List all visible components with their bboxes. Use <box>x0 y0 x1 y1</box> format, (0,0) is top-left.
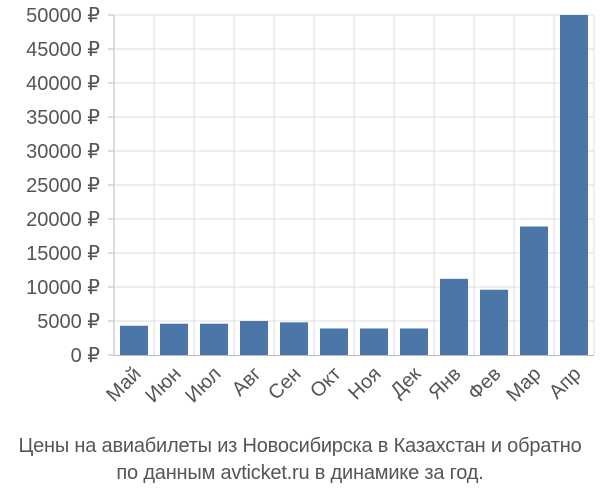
bar-5 <box>280 322 308 355</box>
x-tick-label: Окт <box>306 363 345 402</box>
bar-1 <box>120 325 148 355</box>
x-tick-label: Дек <box>386 363 425 402</box>
y-tick-label: 35000 ₽ <box>26 107 100 129</box>
x-tick-label: Июл <box>181 363 225 407</box>
bar-3 <box>200 323 228 355</box>
x-tick-label: Фев <box>464 363 506 405</box>
chart-caption-line-2: по данным avticket.ru в динамике за год. <box>116 462 484 484</box>
bar-4 <box>240 321 268 355</box>
y-tick-label: 15000 ₽ <box>26 243 100 265</box>
y-tick-label: 20000 ₽ <box>26 209 100 231</box>
axes <box>108 14 594 356</box>
bar-6 <box>320 328 348 355</box>
bar-7 <box>360 328 388 355</box>
bars <box>120 15 588 355</box>
chart-caption-line-1: Цены на авиабилеты из Новосибирска в Каз… <box>18 435 582 457</box>
bar-8 <box>400 328 428 355</box>
bar-10 <box>480 289 508 355</box>
x-tick-label: Сен <box>264 363 305 404</box>
y-tick-label: 50000 ₽ <box>26 5 100 27</box>
bar-12 <box>560 15 588 355</box>
bar-chart: 0 ₽ 5000 ₽ 10000 ₽ 15000 ₽ 20000 ₽ 25000 ₽ 300… <box>26 5 595 407</box>
y-tick-label: 45000 ₽ <box>26 39 100 61</box>
y-tick-label: 5000 ₽ <box>37 311 100 333</box>
y-tick-label: 25000 ₽ <box>26 175 100 197</box>
x-tick-label: Июн <box>141 363 185 407</box>
x-tick-label: Авг <box>228 363 266 401</box>
x-tick-label: Май <box>102 363 145 406</box>
bar-2 <box>160 323 188 355</box>
x-tick-label: Мар <box>502 363 545 406</box>
y-tick-label: 40000 ₽ <box>26 73 100 95</box>
bar-11 <box>520 226 548 355</box>
y-tick-labels: 0 ₽ 5000 ₽ 10000 ₽ 15000 ₽ 20000 ₽ 25000 ₽ 300… <box>26 5 100 367</box>
x-tick-label: Янв <box>424 363 465 404</box>
y-tick-label: 30000 ₽ <box>26 141 100 163</box>
y-tick-label: 0 ₽ <box>71 345 101 367</box>
x-tick-label: Ноя <box>344 363 385 404</box>
x-tick-label: Апр <box>545 363 586 404</box>
y-tick-label: 10000 ₽ <box>26 277 100 299</box>
bar-9 <box>440 278 468 355</box>
